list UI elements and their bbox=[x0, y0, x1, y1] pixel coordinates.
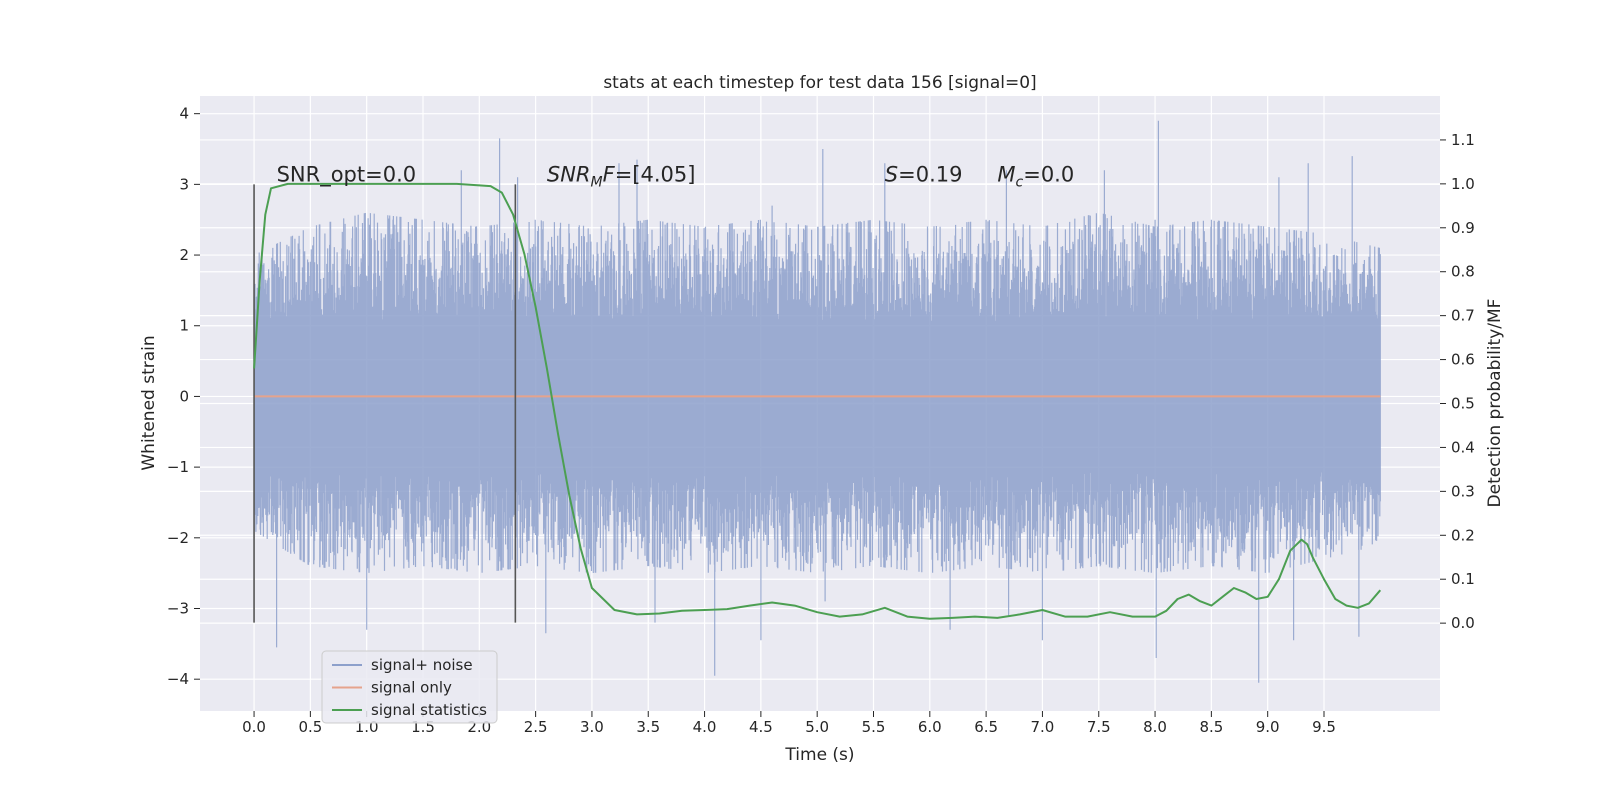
annotation-value: 0.0 bbox=[1041, 162, 1074, 186]
annotation-s_value: S=0.19 bbox=[885, 162, 963, 186]
legend: signal+ noise signal only signal statistic… bbox=[321, 650, 498, 724]
vertical-markers bbox=[253, 184, 517, 623]
y2-tick-label: 0.1 bbox=[1451, 570, 1475, 588]
axis-ticks: 0.0 0.5 1.0 1.5 2.0 2.5 3.0 3.5 4.0 4.5 5.0 5.5 6.0 6… bbox=[167, 105, 1475, 736]
y2-tick-label: 0.4 bbox=[1451, 438, 1475, 456]
y2-tick-label: 0.0 bbox=[1451, 614, 1475, 632]
y2-tick-label: 1.1 bbox=[1451, 131, 1475, 149]
y-tick-label: 1 bbox=[179, 317, 189, 335]
x-tick-label: 4.0 bbox=[693, 718, 717, 736]
y2-tick-label: 0.8 bbox=[1451, 263, 1475, 281]
x-tick-label: 0.5 bbox=[298, 718, 322, 736]
annotation-mc_value: Mc=0.0 bbox=[997, 162, 1074, 190]
x-tick-label: 9.0 bbox=[1256, 718, 1280, 736]
x-tick-label: 0.0 bbox=[242, 718, 266, 736]
y2-tick-label: 0.9 bbox=[1451, 219, 1475, 237]
y2-tick-label: 0.6 bbox=[1451, 351, 1475, 369]
y-tick-label: 3 bbox=[179, 175, 189, 193]
annotation-value: 0.19 bbox=[916, 162, 963, 186]
annotation-rest: = bbox=[898, 162, 916, 186]
series-signal-statistics bbox=[253, 182, 1382, 620]
annotation-snr_mf: SNRMF=[4.05] bbox=[547, 162, 696, 190]
x-tick-label: 6.5 bbox=[974, 718, 998, 736]
annotation-rest: = bbox=[1023, 162, 1041, 186]
x-tick-label: 6.0 bbox=[918, 718, 942, 736]
y-tick-label: 4 bbox=[179, 105, 189, 123]
annotation-variable: M bbox=[997, 162, 1015, 186]
y-tick-label: −2 bbox=[167, 529, 189, 547]
legend-label: signal statistics bbox=[371, 701, 487, 719]
legend-label: signal only bbox=[371, 679, 452, 697]
annotation-snr_opt: SNR_opt=0.0 bbox=[277, 162, 417, 187]
y2-tick-label: 0.5 bbox=[1451, 395, 1475, 413]
x-tick-label: 5.5 bbox=[862, 718, 886, 736]
y2-tick-label: 0.7 bbox=[1451, 307, 1475, 325]
y-axis-label: Whitened strain bbox=[139, 335, 159, 470]
y2-tick-label: 0.2 bbox=[1451, 526, 1475, 544]
x-tick-label: 9.5 bbox=[1312, 718, 1336, 736]
legend-box bbox=[321, 650, 498, 724]
y2-tick-label: 1.0 bbox=[1451, 175, 1475, 193]
x-tick-label: 2.5 bbox=[524, 718, 548, 736]
y-tick-label: 0 bbox=[179, 387, 189, 405]
annotation-rest: F bbox=[603, 162, 616, 186]
x-tick-label: 8.5 bbox=[1199, 718, 1223, 736]
y-tick-label: 2 bbox=[179, 246, 189, 264]
annotation-subscript: M bbox=[591, 174, 603, 190]
x-tick-label: 5.0 bbox=[805, 718, 829, 736]
x-tick-label: 4.5 bbox=[749, 718, 773, 736]
annotation-value: =[4.05] bbox=[615, 162, 696, 186]
x-tick-label: 3.0 bbox=[580, 718, 604, 736]
x-tick-label: 7.5 bbox=[1087, 718, 1111, 736]
annotation-main: SNR bbox=[547, 162, 591, 186]
signal-statistics-line bbox=[253, 182, 1382, 620]
x-tick-label: 7.0 bbox=[1031, 718, 1055, 736]
annotation-subscript: c bbox=[1016, 174, 1024, 190]
y2-tick-label: 0.3 bbox=[1451, 482, 1475, 500]
annotation-variable: S bbox=[885, 162, 898, 186]
legend-label: signal+ noise bbox=[371, 656, 473, 674]
y-tick-label: −1 bbox=[167, 458, 189, 476]
x-axis-label: Time (s) bbox=[784, 745, 854, 765]
x-tick-label: 3.5 bbox=[636, 718, 660, 736]
chart-title: stats at each timestep for test data 156… bbox=[603, 73, 1036, 93]
annotations: SNR_opt=0.0 SNRMF=[4.05] S=0.19 Mc=0.0 bbox=[277, 162, 1075, 190]
y2-axis-label: Detection probability/MF bbox=[1485, 299, 1505, 508]
x-tick-label: 8.0 bbox=[1143, 718, 1167, 736]
y-tick-label: −3 bbox=[167, 600, 189, 618]
y-tick-label: −4 bbox=[167, 670, 189, 688]
